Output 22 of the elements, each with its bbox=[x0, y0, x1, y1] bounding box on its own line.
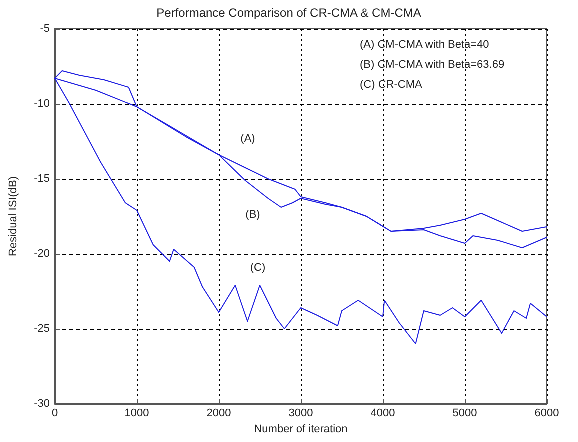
y-tick-label: -5 bbox=[40, 23, 50, 35]
annotation: (A) bbox=[240, 133, 256, 145]
y-tick-label: -15 bbox=[34, 173, 50, 185]
x-tick-label: 1000 bbox=[124, 408, 150, 420]
annotation: (B) CM-CMA with Beta=63.69 bbox=[360, 59, 505, 71]
annotation: (C) bbox=[250, 262, 266, 274]
x-tick-label: 4000 bbox=[370, 408, 396, 420]
x-tick-label: 6000 bbox=[534, 408, 560, 420]
x-axis-title: Number of iteration bbox=[254, 423, 348, 436]
annotation: (A) CM-CMA with Beta=40 bbox=[360, 39, 490, 51]
x-tick-label: 5000 bbox=[452, 408, 478, 420]
chart-title: Performance Comparison of CR-CMA & CM-CMA bbox=[156, 6, 422, 20]
y-tick-label: -10 bbox=[34, 98, 50, 110]
y-axis-title: Residual ISI(dB) bbox=[8, 176, 20, 257]
y-tick-label: -30 bbox=[34, 398, 50, 410]
annotation: (C) CR-CMA bbox=[360, 79, 423, 91]
x-tick-label: 2000 bbox=[206, 408, 232, 420]
y-tick-label: -20 bbox=[34, 248, 50, 260]
y-tick-label: -25 bbox=[34, 323, 50, 335]
x-tick-label: 0 bbox=[52, 408, 58, 420]
x-tick-label: 3000 bbox=[288, 408, 314, 420]
annotation: (B) bbox=[246, 209, 260, 221]
